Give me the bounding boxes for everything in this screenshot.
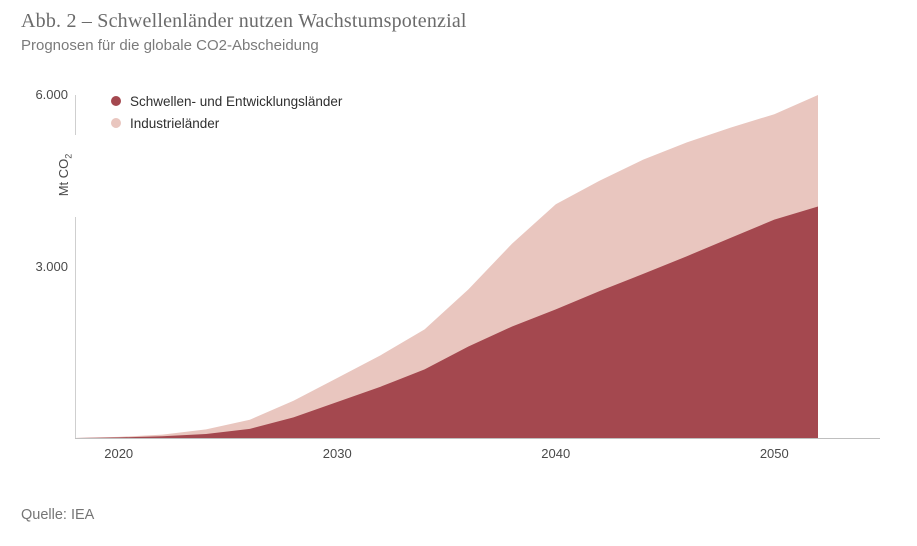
legend-item-emerging: Schwellen- und Entwicklungsländer <box>111 90 342 112</box>
legend-label-industrial: Industrieländer <box>130 115 220 131</box>
chart-subtitle: Prognosen für die globale CO2-Abscheidun… <box>21 37 319 54</box>
x-tick-label: 2050 <box>759 446 789 461</box>
emerging-series-dot-icon <box>111 96 121 106</box>
x-tick-label: 2040 <box>541 446 571 461</box>
stacked-area-plot <box>75 95 818 438</box>
x-tick-label: 2020 <box>104 446 134 461</box>
source-note: Quelle: IEA <box>21 507 95 523</box>
plot-area <box>75 95 818 438</box>
legend: Schwellen- und Entwicklungsländer Indust… <box>111 90 342 134</box>
y-axis-line-upper <box>75 95 76 135</box>
chart-title: Abb. 2 – Schwellenländer nutzen Wachstum… <box>21 10 467 32</box>
y-axis-label: Mt CO2 <box>56 153 74 197</box>
legend-label-emerging: Schwellen- und Entwicklungsländer <box>130 93 343 109</box>
x-axis-line <box>75 438 880 439</box>
y-axis-line-lower <box>75 217 76 438</box>
y-tick-label-6000: 6.000 <box>35 87 68 102</box>
y-tick-label-3000: 3.000 <box>35 259 68 274</box>
legend-item-industrial: Industrieländer <box>111 112 342 134</box>
x-tick-label: 2030 <box>322 446 352 461</box>
industrial-series-dot-icon <box>111 118 121 128</box>
